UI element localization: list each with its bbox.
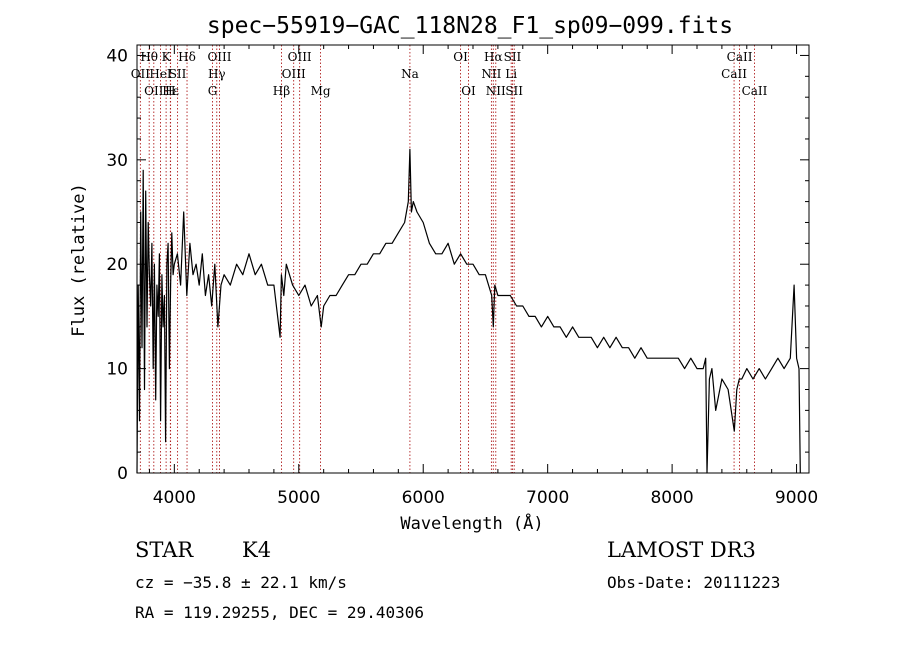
- line-marker-label: SII: [504, 50, 522, 64]
- line-marker-label: OII: [144, 84, 164, 98]
- redshift-info: cz = −35.8 ± 22.1 km/s: [135, 573, 347, 592]
- object-class: STAR: [135, 538, 194, 562]
- line-marker-label: OIII: [288, 50, 312, 64]
- line-marker-label: SII: [169, 67, 187, 81]
- line-marker-label: K: [162, 50, 172, 64]
- chart-title: spec−55919−GAC_118N28_F1_sp09−099.fits: [207, 13, 733, 39]
- line-marker-label: OI: [461, 84, 476, 98]
- line-marker-label: NII: [486, 84, 506, 98]
- x-tick-label: 8000: [650, 488, 693, 508]
- line-marker-label: G: [208, 84, 218, 98]
- line-marker-label: SII: [505, 84, 523, 98]
- line-marker-label: Hα: [484, 50, 503, 64]
- line-marker-label: Hδ: [178, 50, 196, 64]
- line-marker-label: H: [165, 84, 175, 98]
- y-tick-label: 40: [106, 46, 128, 66]
- line-marker-label: CaII: [727, 50, 753, 64]
- line-marker-label: Li: [505, 67, 517, 81]
- y-axis: 0 10 20 30 40: [106, 46, 809, 484]
- y-tick-label: 20: [106, 255, 128, 275]
- line-marker-label: Hβ: [273, 84, 290, 98]
- line-marker-label: Na: [401, 67, 419, 81]
- line-marker-label: HeI: [149, 67, 172, 81]
- line-marker-group: [139, 45, 755, 473]
- line-marker-label: CaII: [742, 84, 768, 98]
- x-tick-label: 6000: [402, 488, 445, 508]
- line-marker-label: Hε: [162, 84, 179, 98]
- line-marker-label: OIII: [207, 50, 231, 64]
- line-marker-label: OI: [453, 50, 468, 64]
- line-marker-label: OII: [131, 67, 151, 81]
- x-axis-label: Wavelength (Å): [400, 512, 543, 534]
- x-axis: 4000 5000 6000 7000 8000 9000: [148, 45, 818, 508]
- y-tick-label: 10: [106, 360, 128, 380]
- line-marker-label: Hθ: [140, 50, 158, 64]
- x-tick-label: 4000: [153, 488, 196, 508]
- y-axis-label: Flux (relative): [69, 183, 89, 337]
- spectrum-line: [136, 148, 801, 474]
- y-tick-label: 0: [117, 464, 128, 484]
- y-tick-label: 30: [106, 151, 128, 171]
- line-marker-label-group: OIIHθOIIHeIKHεHSIIHδGHγOIIIHβOIIIOIIIMgN…: [131, 50, 768, 98]
- survey-name: LAMOST DR3: [607, 538, 756, 562]
- obs-date: Obs-Date: 20111223: [607, 573, 781, 592]
- line-marker-label: CaII: [721, 67, 747, 81]
- line-marker-label: Mg: [311, 84, 331, 98]
- x-tick-label: 9000: [775, 488, 818, 508]
- x-tick-label: 7000: [526, 488, 569, 508]
- line-marker-label: Hγ: [208, 67, 226, 81]
- x-tick-label: 5000: [277, 488, 320, 508]
- line-marker-label: OIII: [282, 67, 306, 81]
- line-marker-label: NII: [481, 67, 501, 81]
- object-subclass: K4: [242, 538, 272, 562]
- coordinates: RA = 119.29255, DEC = 29.40306: [135, 603, 424, 622]
